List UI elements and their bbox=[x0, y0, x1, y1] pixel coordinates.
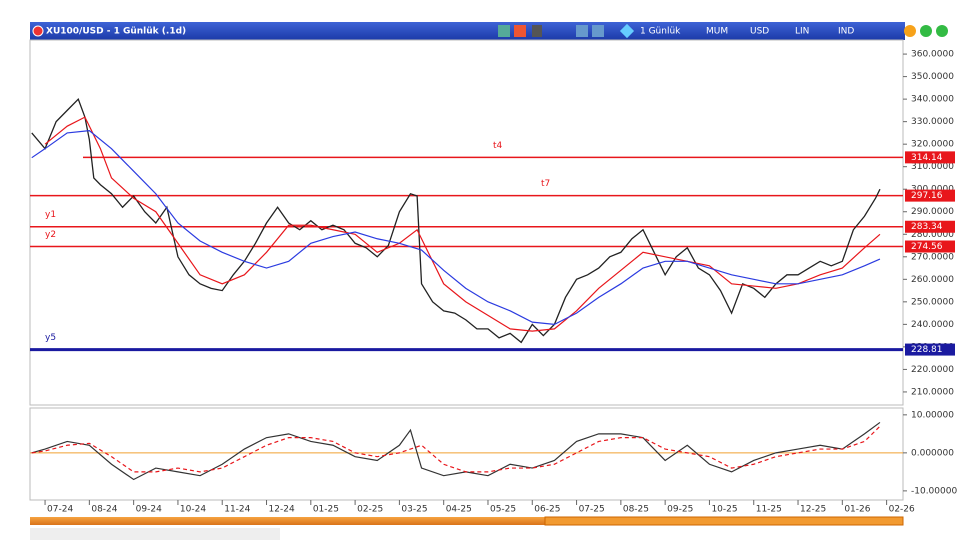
y-tick-label: 340.0000 bbox=[911, 95, 954, 105]
x-tick-label: 10-25 bbox=[711, 505, 737, 515]
series-line bbox=[31, 421, 881, 481]
y-tick-label: 280.0000 bbox=[911, 230, 954, 240]
y-tick-label: 260.0000 bbox=[911, 275, 954, 285]
x-tick-label: 02-25 bbox=[357, 505, 383, 515]
series-line bbox=[44, 116, 881, 332]
x-tick-label: 07-25 bbox=[579, 505, 605, 515]
x-tick-label: 01-25 bbox=[313, 505, 339, 515]
y-tick-label: 0.000000 bbox=[911, 448, 954, 458]
tool-icon[interactable] bbox=[576, 25, 588, 37]
window-button[interactable] bbox=[904, 25, 916, 37]
y-tick-label: 330.0000 bbox=[911, 117, 954, 127]
y-tick-label: 240.0000 bbox=[911, 320, 954, 330]
x-tick-label: 02-26 bbox=[889, 505, 915, 515]
level-tag-label: 274.56 bbox=[911, 242, 943, 252]
level-tag bbox=[905, 343, 955, 356]
window-button[interactable] bbox=[936, 25, 948, 37]
x-tick-label: 05-25 bbox=[490, 505, 516, 515]
x-tick-label: 04-25 bbox=[446, 505, 472, 515]
x-tick-label: 09-24 bbox=[136, 505, 162, 515]
window-title: XU100/USD - 1 Günlük (.1d) bbox=[46, 27, 186, 37]
y-tick-label: 350.0000 bbox=[911, 72, 954, 82]
price-pane bbox=[29, 39, 904, 406]
level-name: t4 bbox=[493, 141, 503, 151]
window-button[interactable] bbox=[920, 25, 932, 37]
x-tick-label: 08-24 bbox=[91, 505, 117, 515]
y-tick-label: 320.0000 bbox=[911, 140, 954, 150]
y-tick-label: 290.0000 bbox=[911, 207, 954, 217]
y-tick-label: -10.00000 bbox=[911, 486, 957, 496]
y-tick-label: 270.0000 bbox=[911, 252, 954, 262]
x-tick-label: 07-24 bbox=[47, 505, 73, 515]
title-bar bbox=[30, 22, 905, 40]
toolbar-item[interactable]: USD bbox=[750, 27, 769, 37]
y-tick-label: 250.0000 bbox=[911, 297, 954, 307]
x-tick-label: 09-25 bbox=[667, 505, 693, 515]
x-tick-label: 01-26 bbox=[844, 505, 870, 515]
toolbar-item[interactable]: LIN bbox=[795, 27, 809, 37]
level-tag-label: 314.14 bbox=[911, 153, 943, 163]
x-tick-label: 10-24 bbox=[180, 505, 206, 515]
level-name: y2 bbox=[45, 230, 56, 240]
x-tick-label: 03-25 bbox=[401, 505, 427, 515]
series-line bbox=[31, 130, 881, 325]
x-tick-label: 06-25 bbox=[534, 505, 560, 515]
y-tick-label: 360.0000 bbox=[911, 50, 954, 60]
window-icon[interactable] bbox=[32, 25, 44, 37]
x-tick-label: 12-25 bbox=[800, 505, 826, 515]
toolbar-item[interactable]: MUM bbox=[706, 27, 728, 37]
y-tick-label: 210.0000 bbox=[911, 387, 954, 397]
x-tick-label: 12-24 bbox=[269, 505, 295, 515]
y-tick-label: 310.0000 bbox=[911, 162, 954, 172]
scroll-thumb[interactable] bbox=[544, 516, 904, 526]
bottom-toolbar[interactable] bbox=[30, 528, 280, 540]
x-tick-label: 11-25 bbox=[756, 505, 782, 515]
tool-icon[interactable] bbox=[592, 25, 604, 37]
oscillator-pane bbox=[29, 407, 904, 501]
tool-icon[interactable] bbox=[498, 25, 510, 37]
level-name: y5 bbox=[45, 333, 56, 343]
y-tick-label: 10.00000 bbox=[911, 410, 954, 420]
level-name: y1 bbox=[45, 210, 56, 220]
toolbar-item[interactable]: IND bbox=[838, 27, 854, 37]
level-tag bbox=[905, 189, 955, 202]
level-tag-label: 297.16 bbox=[911, 191, 943, 201]
level-tag bbox=[905, 220, 955, 233]
x-tick-label: 08-25 bbox=[623, 505, 649, 515]
scrollbar[interactable] bbox=[30, 517, 903, 525]
toolbar-item[interactable]: 1 Günlük bbox=[640, 27, 681, 37]
tool-icon[interactable] bbox=[532, 25, 542, 37]
level-tag-label: 283.34 bbox=[911, 222, 943, 232]
tool-icon[interactable] bbox=[619, 23, 635, 39]
y-tick-label: 220.0000 bbox=[911, 365, 954, 375]
x-tick-label: 11-24 bbox=[224, 505, 250, 515]
level-tag-label: 228.81 bbox=[911, 345, 943, 355]
level-tag bbox=[905, 151, 955, 164]
tool-icon[interactable] bbox=[514, 25, 526, 37]
level-tag bbox=[905, 240, 955, 253]
level-name: t7 bbox=[541, 179, 550, 189]
